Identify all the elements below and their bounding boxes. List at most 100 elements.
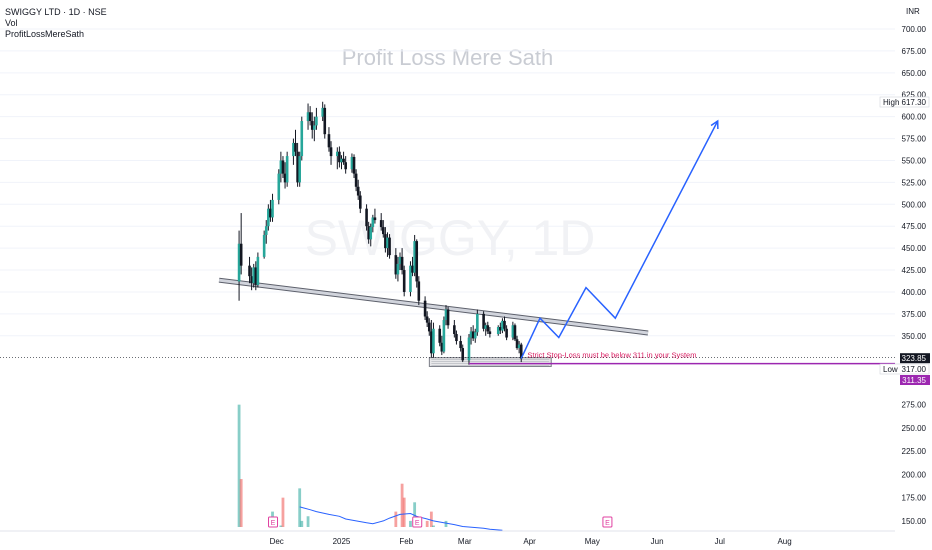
volume-bar	[300, 520, 304, 527]
candle-body	[356, 186, 360, 196]
low-label: Low	[883, 365, 898, 374]
earnings-marker	[602, 516, 613, 528]
candle-body	[473, 332, 477, 339]
candle-body	[482, 313, 485, 329]
earnings-marker-label: E	[271, 520, 276, 527]
candle-body	[496, 327, 500, 335]
candle-body	[315, 116, 318, 126]
candle-body	[313, 125, 316, 130]
low-value: 317.00	[902, 365, 927, 374]
candle-body	[344, 162, 347, 170]
price-tick: 150.00	[902, 517, 927, 526]
price-tick: 175.00	[902, 494, 927, 503]
candle-body	[438, 328, 442, 343]
price-tick: 375.00	[902, 310, 927, 319]
high-label-box	[879, 96, 930, 108]
volume-bar	[429, 511, 433, 527]
candle-body	[371, 217, 375, 228]
candle-body	[279, 160, 283, 174]
projection-path	[520, 120, 719, 359]
candle-body	[336, 151, 339, 157]
watermark-symbol: SWIGGY, 1D	[305, 210, 596, 266]
time-tick: Jun	[651, 537, 664, 546]
price-tick: 675.00	[902, 47, 927, 56]
candle-body	[340, 158, 343, 163]
candle-body	[388, 237, 391, 256]
candle-body	[308, 112, 312, 122]
candle-body	[237, 243, 241, 282]
price-tick: 500.00	[902, 200, 927, 209]
high-label: High	[883, 98, 899, 107]
volume-bar	[237, 404, 241, 527]
candle-body	[461, 348, 465, 361]
high-value: 617.30	[902, 98, 927, 107]
candle-body	[283, 173, 287, 183]
candle-body	[310, 121, 314, 130]
candle-body	[488, 331, 492, 335]
candle-body	[476, 313, 479, 333]
price-tick: 475.00	[902, 222, 927, 231]
price-tick: 550.00	[902, 156, 927, 165]
earnings-marker-label: E	[605, 520, 610, 527]
candle-body	[262, 234, 266, 257]
candle-body	[455, 334, 458, 342]
candle-body	[386, 237, 389, 249]
candle-body	[425, 316, 429, 323]
candle-body	[359, 195, 362, 209]
time-tick: Jul	[715, 537, 725, 546]
price-tick: 600.00	[902, 113, 927, 122]
candle-body	[484, 325, 487, 329]
price-tick: 625.00	[902, 91, 927, 100]
candle-body	[442, 319, 446, 352]
candle-body	[459, 341, 462, 349]
candle-body	[469, 331, 473, 338]
candle-body	[254, 267, 258, 285]
candle-body	[338, 151, 341, 163]
trendline-inner	[218, 278, 649, 335]
price-tick: 700.00	[902, 25, 927, 34]
candle-body	[427, 322, 431, 332]
volume-bar	[400, 483, 404, 527]
watermark-title: Profit Loss Mere Sath	[341, 45, 554, 70]
candle-body	[394, 255, 398, 275]
candle-body	[277, 173, 281, 200]
candle-body	[486, 325, 490, 332]
candle-body	[321, 107, 324, 117]
candle-body	[513, 325, 517, 340]
volume-ma-line	[299, 506, 503, 531]
volume-bar	[444, 520, 448, 527]
stop-value-box	[900, 375, 930, 385]
earnings-marker	[268, 516, 279, 528]
candle-body	[379, 220, 383, 228]
candle-body	[350, 156, 354, 170]
currency-label: INR	[906, 7, 920, 16]
candle-body	[285, 156, 289, 183]
candle-body	[239, 243, 243, 266]
volume-indicator-label[interactable]: Vol	[5, 18, 18, 28]
candle-body	[252, 267, 256, 284]
candle-body	[294, 142, 297, 152]
candle-body	[440, 342, 444, 352]
candle-body	[384, 234, 387, 249]
candle-body	[369, 227, 373, 240]
candle-body	[515, 339, 519, 349]
symbol-title: SWIGGY LTD · 1D · NSE	[5, 7, 107, 17]
price-tick: 225.00	[902, 447, 927, 456]
time-tick: Dec	[270, 537, 284, 546]
candle-body	[306, 112, 310, 122]
volume-bar	[402, 497, 406, 527]
candle-body	[367, 226, 370, 240]
candle-body	[281, 160, 285, 174]
candle-body	[411, 265, 414, 273]
volume-bar	[306, 516, 310, 527]
candle-body	[415, 241, 419, 282]
price-tick: 425.00	[902, 266, 927, 275]
candle-body	[432, 328, 435, 354]
price-tick: 400.00	[902, 288, 927, 297]
stop-value: 311.35	[902, 376, 926, 385]
script-indicator-label[interactable]: ProfitLossMereSath	[5, 29, 85, 39]
candle-body	[446, 309, 450, 326]
candle-body	[453, 325, 456, 335]
candle-body	[501, 320, 504, 331]
